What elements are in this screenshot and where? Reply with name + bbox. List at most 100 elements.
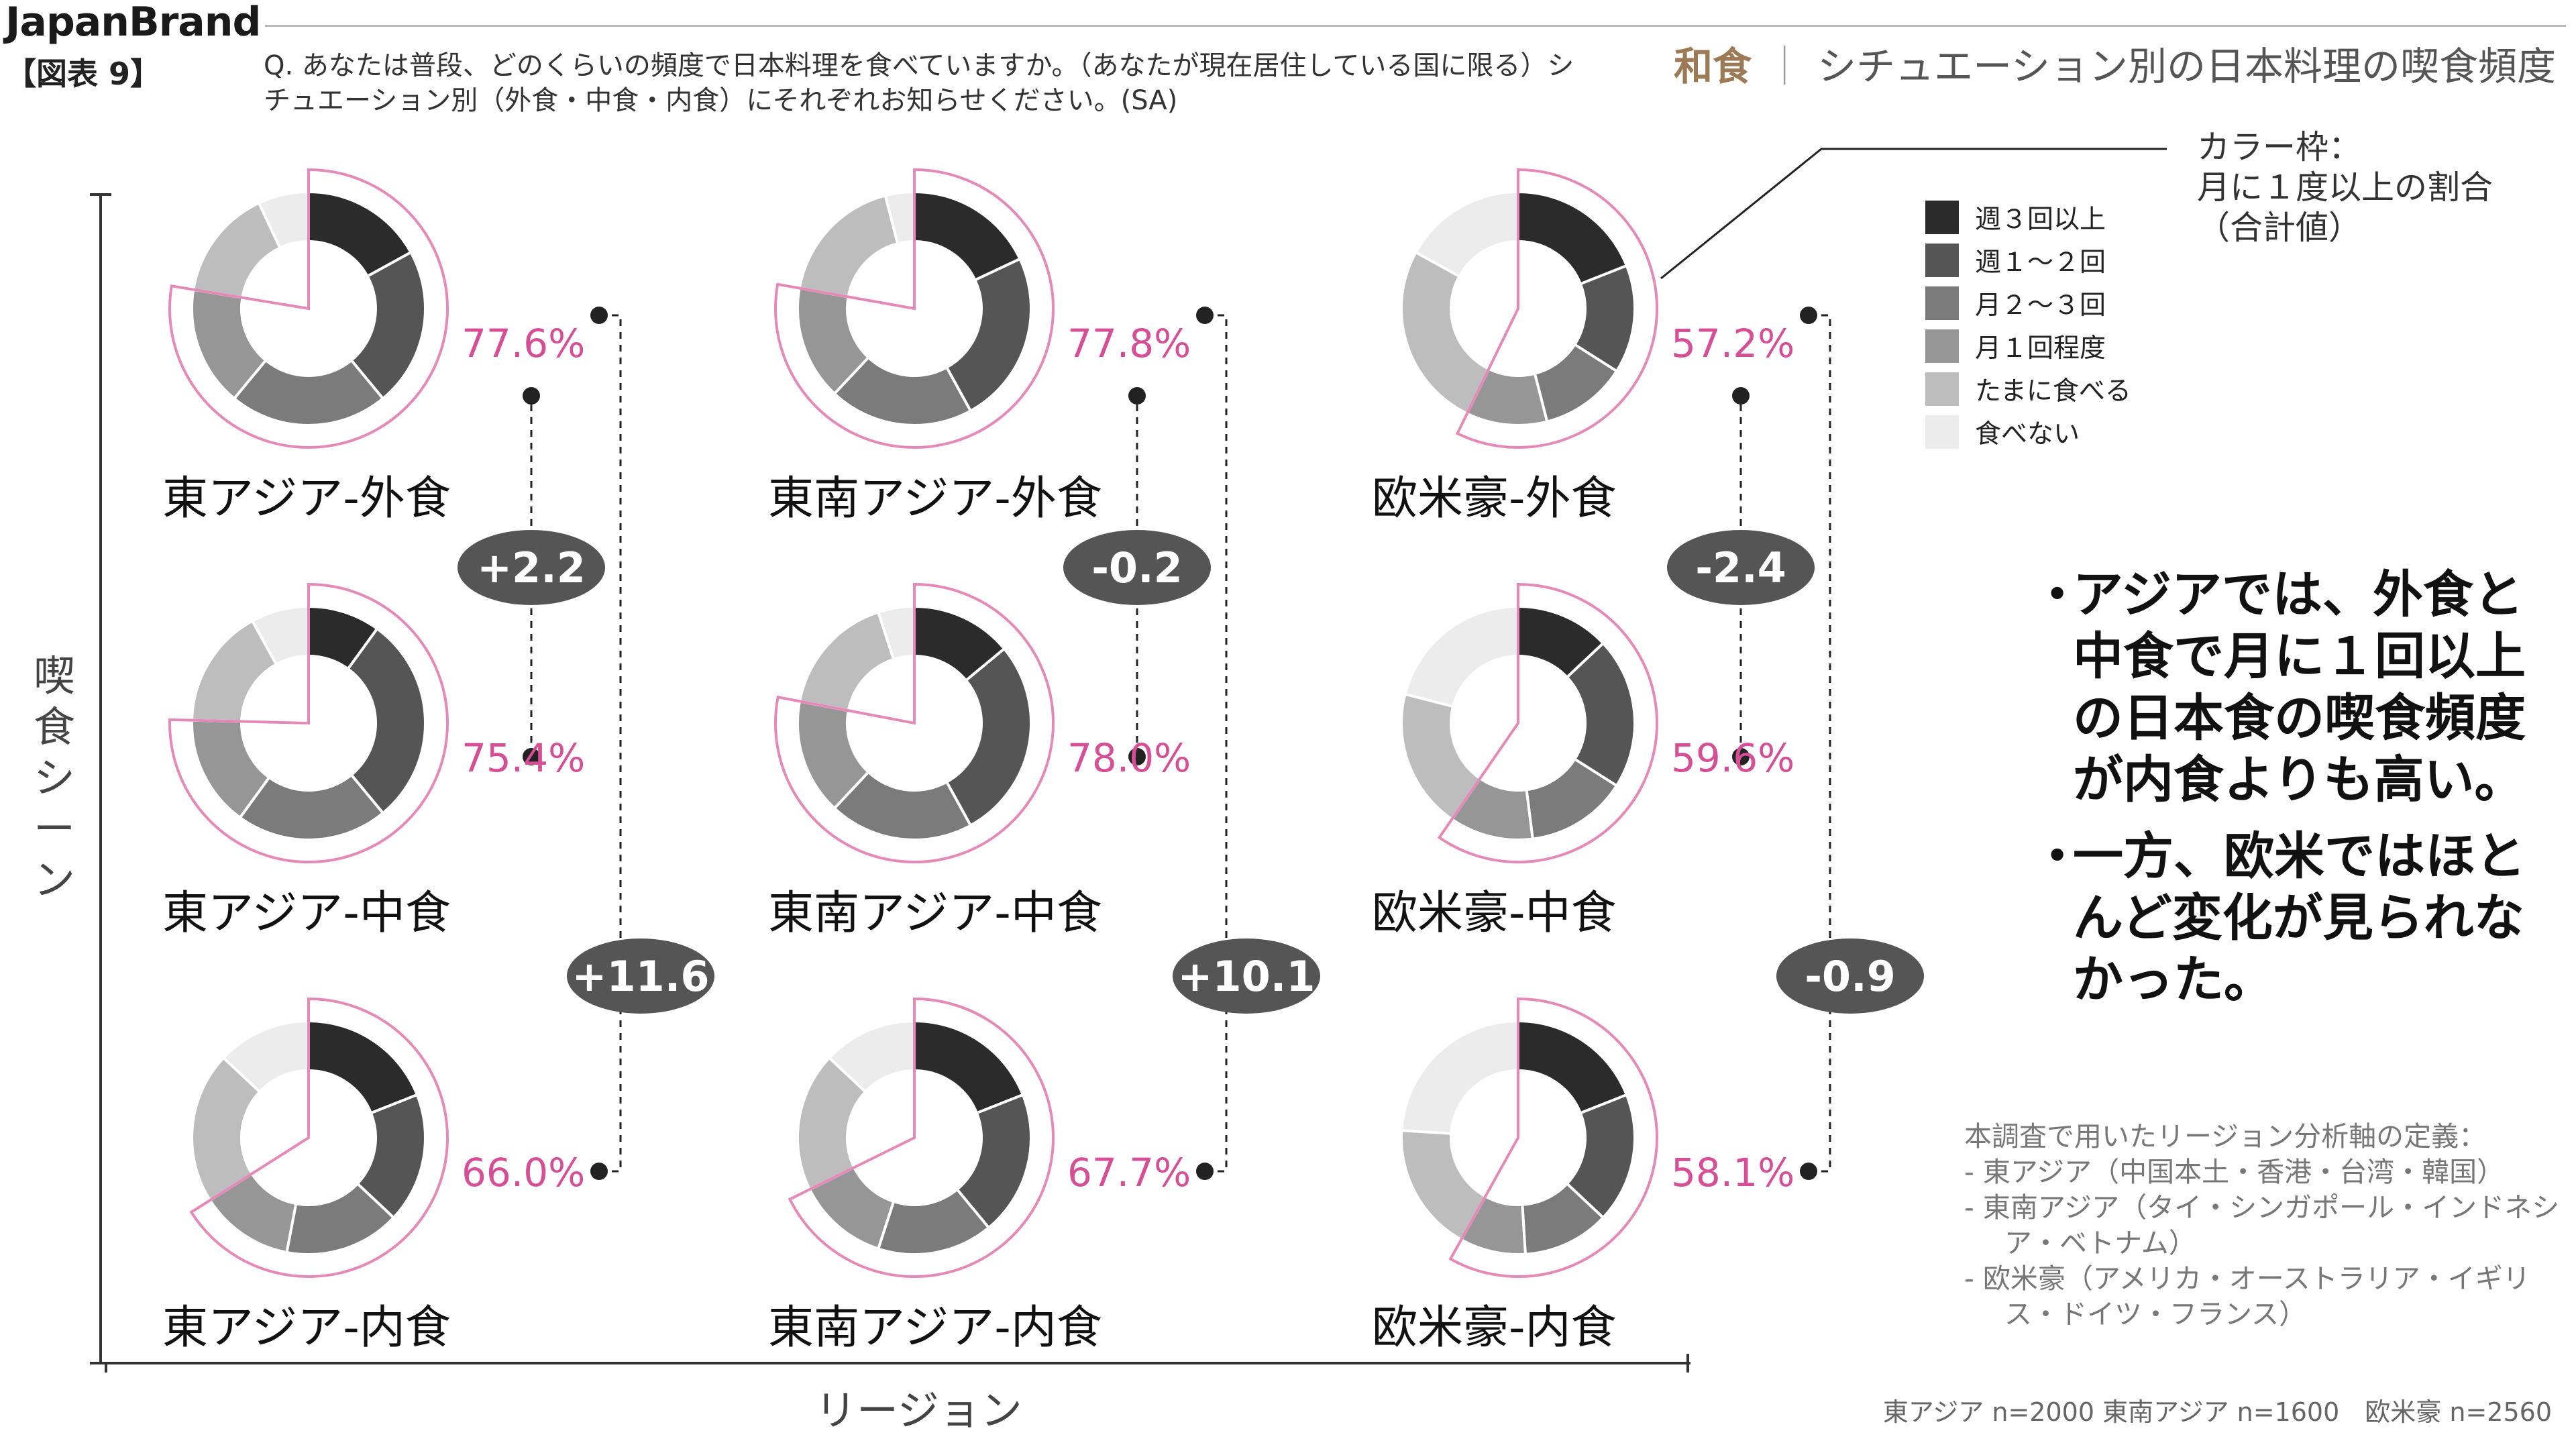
legend-item: たまに食べる <box>1925 368 2131 411</box>
donut-label: 欧米豪-中食 <box>1372 887 1617 940</box>
badge-value: -0.9 <box>1805 952 1896 1001</box>
monthly-frame <box>788 997 1055 1278</box>
legend-item: 月１回程度 <box>1925 325 2131 368</box>
bullet-dot-icon: • <box>2046 836 2069 876</box>
legend-label: たまに食べる <box>1975 376 2131 407</box>
finding-text: アジアでは、外食と中食で月に１回以上の日本食の喫食頻度が内食よりも高い。 <box>2073 565 2526 809</box>
legend-swatch <box>1925 201 1959 234</box>
legend-item: 週３回以上 <box>1925 196 2131 239</box>
donut-segment <box>1400 1019 1519 1135</box>
monthly-percent: 77.8% <box>1067 321 1191 366</box>
connector-dot <box>1732 387 1750 405</box>
connector-dot <box>590 1163 608 1180</box>
donut-segment <box>191 1056 262 1202</box>
badge-shape <box>567 938 714 1014</box>
difference-badge-long: -0.9 <box>1776 938 1924 1014</box>
donut-label: 欧米豪-内食 <box>1372 1301 1617 1354</box>
legend-item: 食べない <box>1925 411 2131 453</box>
donut-segment <box>232 358 385 427</box>
donut-segment <box>349 250 427 400</box>
monthly-frame <box>168 168 449 449</box>
connector-dot <box>1128 387 1146 405</box>
donut-segment <box>945 257 1033 413</box>
badge-value: -0.2 <box>1091 543 1183 592</box>
connector-dot <box>523 387 540 405</box>
monthly-frame <box>189 997 449 1278</box>
legend-swatch <box>1925 244 1959 277</box>
badge-shape <box>1776 938 1924 1014</box>
donut-label: 東アジア-中食 <box>162 887 451 940</box>
frame-note-leader <box>1660 148 2167 280</box>
monthly-percent: 78.0% <box>1067 735 1191 781</box>
difference-badge-long: +11.6 <box>567 938 714 1014</box>
donut-label: 東南アジア-外食 <box>768 472 1102 525</box>
donut-8: 59.6% 欧米豪-中食 <box>1372 582 1794 940</box>
monthly-percent: 59.6% <box>1671 735 1794 781</box>
connector-long <box>1809 314 1831 1173</box>
donut-segment <box>798 194 900 299</box>
definition-item: - 欧米豪（アメリカ・オーストラリア・イギリス・ドイツ・フランス） <box>1964 1263 2530 1330</box>
monthly-frame <box>168 582 449 863</box>
title-text: シチュエーション別の日本料理の喫食頻度 <box>1817 44 2556 89</box>
donut-7: 57.2% 欧米豪-外食 <box>1372 168 1794 525</box>
difference-badge-long: +10.1 <box>1173 938 1320 1014</box>
donut-segment <box>945 647 1033 828</box>
definition-item: - 東南アジア（タイ・シンガポール・インドネシア・ベトナム） <box>1964 1191 2560 1259</box>
definition-item: - 東アジア（中国本土・香港・台湾・韓国） <box>1964 1156 2505 1188</box>
donut-segment <box>1565 641 1636 788</box>
connectors <box>523 307 1831 1180</box>
donuts: 77.6% 東アジア-外食 75.4% 東アジア-中食 66.0% 東アジア-内食 77.8… <box>162 168 1794 1354</box>
axes <box>90 193 1690 1373</box>
monthly-percent: 57.2% <box>1671 321 1794 366</box>
donut-segment <box>796 1056 867 1191</box>
badge-value: -2.4 <box>1695 543 1786 592</box>
legend-item: 週１～２回 <box>1925 239 2131 282</box>
donut-label: 東アジア-内食 <box>162 1301 451 1354</box>
donut-segment <box>1399 250 1491 416</box>
connector-dot <box>1196 1163 1214 1180</box>
x-axis-label: リージョン <box>815 1386 1022 1435</box>
definitions-title: 本調査で用いたリージョン分析軸の定義： <box>1964 1120 2487 1152</box>
legend-label: 月１回程度 <box>1975 333 2106 364</box>
monthly-percent: 58.1% <box>1671 1150 1794 1195</box>
finding-text: 一方、欧米ではほとんど変化が見られなかった。 <box>2073 826 2526 1009</box>
monthly-frame <box>774 168 1055 449</box>
header-rule <box>265 25 2566 27</box>
legend-label: 食べない <box>1975 419 2080 449</box>
badge-value: +10.1 <box>1178 952 1316 1001</box>
badge-value: +11.6 <box>572 952 710 1001</box>
monthly-percent: 77.6% <box>462 321 585 366</box>
badge-value: +2.2 <box>477 543 586 592</box>
donut-5: 78.0% 東南アジア-中食 <box>768 582 1191 940</box>
donut-3: 66.0% 東アジア-内食 <box>162 997 585 1354</box>
legend-label: 月２～３回 <box>1975 290 2106 321</box>
finding-item: • アジアでは、外食と中食で月に１回以上の日本食の喫食頻度が内食よりも高い。 <box>2046 564 2563 810</box>
monthly-frame <box>1448 997 1658 1278</box>
legend: 週３回以上週１～２回月２～３回月１回程度たまに食べる 食べない <box>1925 196 2131 453</box>
badge-shape <box>458 530 605 605</box>
monthly-percent: 66.0% <box>462 1150 585 1195</box>
monthly-frame <box>1437 582 1658 863</box>
donut-label: 東南アジア-内食 <box>768 1301 1102 1354</box>
bullet-dot-icon: • <box>2046 574 2069 614</box>
donut-9: 58.1% 欧米豪-内食 <box>1372 997 1794 1354</box>
donut-segment <box>798 610 896 712</box>
sample-size: 東アジア n=2000 東南アジア n=1600 欧米豪 n=2560 <box>1882 1397 2552 1427</box>
donut-label: 東アジア-外食 <box>162 472 451 525</box>
monthly-percent: 75.4% <box>462 735 585 781</box>
donut-segment <box>1403 604 1519 708</box>
page-title: 和食 ｜ シチュエーション別の日本料理の喫食頻度 <box>1674 35 2556 91</box>
legend-label: 週１～２回 <box>1975 248 2106 278</box>
connector-dot <box>1128 748 1146 765</box>
frame-note: カラー枠： 月に１度以上の割合 （合計値） <box>2197 127 2493 248</box>
donut-4: 77.8% 東南アジア-外食 <box>768 168 1191 525</box>
legend-swatch <box>1925 329 1959 363</box>
figure-number: 【図表 9】 <box>5 56 162 92</box>
connector-long <box>599 314 622 1173</box>
difference-badge-short: -0.2 <box>1063 530 1211 605</box>
legend-swatch <box>1925 415 1959 449</box>
donut-segment <box>237 773 385 842</box>
badge-shape <box>1173 938 1320 1014</box>
legend-item: 月２～３回 <box>1925 282 2131 325</box>
